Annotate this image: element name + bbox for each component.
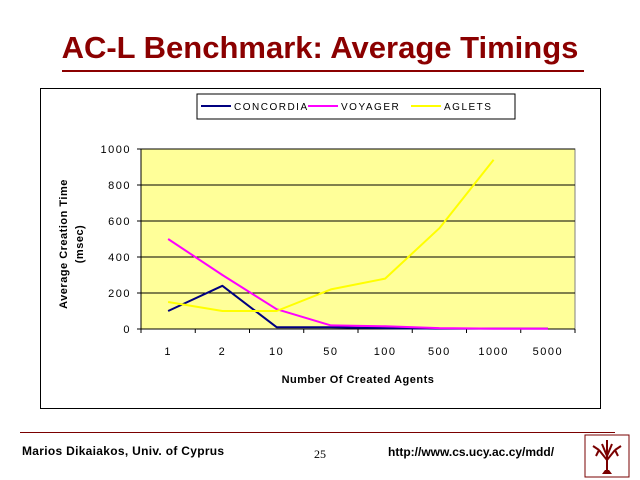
- y-axis-title-line2: (msec): [74, 225, 86, 263]
- footer-url: http://www.cs.ucy.ac.cy/mdd/: [388, 445, 555, 459]
- series-line-voyager: [167, 238, 548, 330]
- line-chart: 0 200 400 600 800 1000 1 2 10 50 100 500 1000 5000 Num…: [58, 93, 576, 386]
- y-tick-label: 600: [108, 216, 131, 228]
- legend-label-concordia: CONCORDIA: [234, 102, 309, 113]
- x-tick-label: 1000: [478, 346, 508, 358]
- author-credit: Marios Dikaiakos, Univ. of Cyprus: [22, 444, 225, 458]
- series-line-aglets: [167, 159, 495, 312]
- x-tick-label: 5000: [533, 346, 563, 358]
- x-tick-label: 50: [323, 346, 338, 358]
- x-tick-label: 500: [428, 346, 451, 358]
- slide-title: AC-L Benchmark: Average Timings: [61, 30, 579, 65]
- y-tick-label: 800: [108, 180, 131, 192]
- y-tick-label: 1000: [101, 144, 131, 156]
- legend-label-voyager: VOYAGER: [341, 102, 400, 113]
- y-tick-label: 0: [123, 324, 131, 336]
- legend-label-aglets: AGLETS: [444, 102, 492, 113]
- plot-area: [140, 148, 576, 330]
- legend-box: [196, 93, 516, 120]
- page-number: 25: [314, 447, 326, 461]
- x-tick-label: 2: [219, 346, 227, 358]
- y-axis-title-line1: Average Creation Time: [58, 179, 70, 309]
- university-tree-logo-icon: [584, 434, 630, 478]
- footer-divider: [20, 432, 615, 433]
- y-tick-label: 200: [108, 288, 131, 300]
- x-tick-label: 10: [269, 346, 284, 358]
- x-axis-title: Number Of Created Agents: [282, 374, 435, 386]
- y-tick-label: 400: [108, 252, 131, 264]
- x-tick-label: 1: [164, 346, 172, 358]
- x-tick-label: 100: [374, 346, 397, 358]
- title-underline: [62, 70, 584, 72]
